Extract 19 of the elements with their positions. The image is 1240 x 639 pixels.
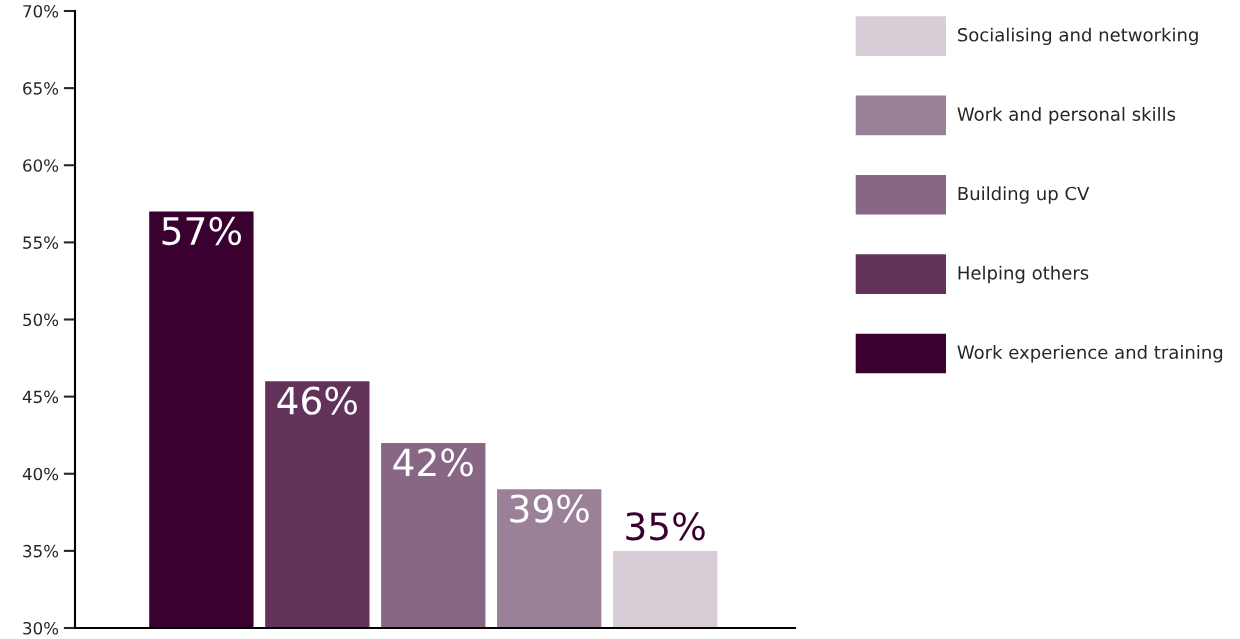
legend-label: Work and personal skills (957, 106, 1176, 125)
y-tick-label: 40% (22, 467, 59, 481)
data-label: 35% (626, 512, 705, 541)
data-label: 42% (393, 448, 473, 477)
legend-label: Building up CV (958, 186, 1090, 204)
y-tick-label: 60% (23, 159, 59, 172)
legend-label: Helping others (958, 265, 1089, 284)
y-tick-label: 70% (23, 4, 59, 18)
y-tick-label: 30% (23, 621, 59, 635)
y-tick-label: 35% (23, 544, 59, 558)
y-tick-label: 45% (22, 390, 59, 404)
data-label: 57% (162, 216, 241, 246)
data-label: 46% (277, 386, 357, 415)
legend-label: Work experience and training (957, 345, 1223, 363)
legend-label: Socialising and networking (958, 27, 1198, 46)
y-tick-label: 55% (23, 236, 59, 249)
y-tick-label: 65% (23, 82, 59, 95)
y-tick-label: 50% (23, 313, 59, 327)
data-label: 39% (510, 494, 589, 523)
